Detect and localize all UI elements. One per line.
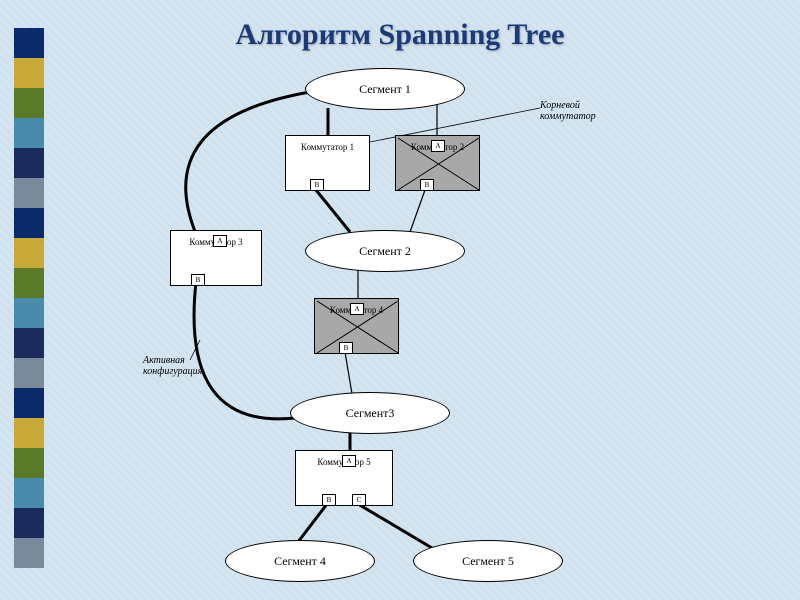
sidebar-block (14, 88, 44, 118)
page-title: Алгоритм Spanning Tree (100, 18, 700, 52)
switch-2-port-a: A (431, 140, 445, 152)
segment-4-label: Сегмент 4 (274, 554, 326, 569)
switch-5-port-b: B (322, 494, 336, 506)
sidebar-block (14, 148, 44, 178)
switch-2-port-b: B (420, 179, 434, 191)
sidebar-block (14, 358, 44, 388)
sidebar-block (14, 268, 44, 298)
switch-4: Коммутатор 4 A B (314, 298, 399, 354)
sidebar-block (14, 58, 44, 88)
switch-3: Коммутатор 3 A B (170, 230, 262, 286)
sidebar-block (14, 448, 44, 478)
sidebar-block (14, 508, 44, 538)
sidebar-block (14, 298, 44, 328)
sidebar-block (14, 418, 44, 448)
note-active: Активная конфигурация (143, 355, 202, 377)
switch-5: Коммутатор 5 A B C (295, 450, 393, 506)
switch-2: Коммутатор 2 A B (395, 135, 480, 191)
switch-3-port-a: A (213, 235, 227, 247)
sidebar-block (14, 28, 44, 58)
sidebar-block (14, 238, 44, 268)
segment-3-label: Сегмент3 (346, 406, 395, 421)
switch-4-port-a: A (350, 303, 364, 315)
switch-3-port-b: B (191, 274, 205, 286)
sidebar-block (14, 208, 44, 238)
sidebar-block (14, 538, 44, 568)
sidebar-block (14, 478, 44, 508)
sidebar-block (14, 328, 44, 358)
segment-3: Сегмент3 (290, 392, 450, 434)
segment-2: Сегмент 2 (305, 230, 465, 272)
segment-2-label: Сегмент 2 (359, 244, 411, 259)
segment-5: Сегмент 5 (413, 540, 563, 582)
segment-1-label: Сегмент 1 (359, 82, 411, 97)
sidebar-block (14, 178, 44, 208)
note-root: Корневой коммутатор (540, 100, 596, 122)
decorative-sidebar (14, 28, 44, 578)
switch-5-port-c: C (352, 494, 366, 506)
segment-4: Сегмент 4 (225, 540, 375, 582)
segment-5-label: Сегмент 5 (462, 554, 514, 569)
switch-5-port-a: A (342, 455, 356, 467)
switch-1: Коммутатор 1 B (285, 135, 370, 191)
switch-1-label: Коммутатор 1 (286, 142, 369, 152)
sidebar-block (14, 118, 44, 148)
switch-1-port-b: B (310, 179, 324, 191)
sidebar-block (14, 388, 44, 418)
segment-1: Сегмент 1 (305, 68, 465, 110)
switch-4-port-b: B (339, 342, 353, 354)
